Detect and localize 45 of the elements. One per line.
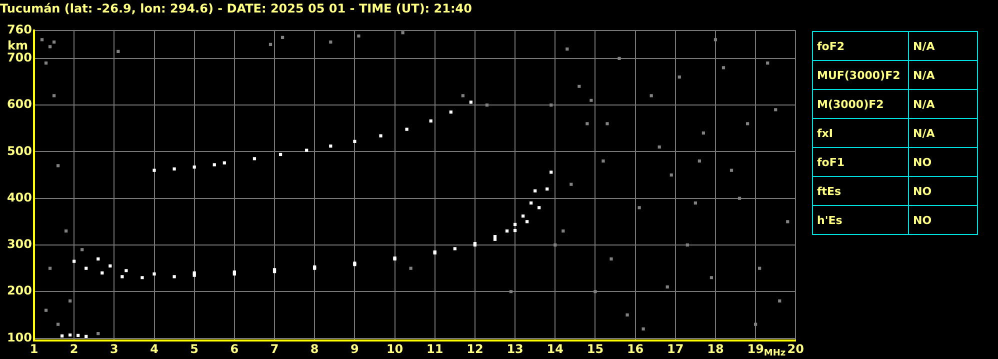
chart-title: Tucumán (lat: -26.9, lon: 294.6) - DATE: 2025 05 01 - TIME (UT): 21:40 <box>0 1 472 16</box>
text: foF1 <box>812 148 908 176</box>
x-tick-label: 10 <box>386 342 404 356</box>
text: h'Es <box>812 206 908 234</box>
x-tick-label: 3 <box>110 342 118 356</box>
x-tick-label: 12 <box>466 342 484 356</box>
text: M(3000)F2 <box>812 90 908 118</box>
x-tick-label: 16 <box>626 342 644 356</box>
x-tick-label: 2 <box>70 342 78 356</box>
text: MUF(3000)F2 <box>812 60 908 90</box>
text: N/A <box>908 118 978 148</box>
text: N/A <box>908 90 978 118</box>
x-tick-label: 20 <box>787 342 804 356</box>
y-axis-title: km <box>8 38 28 53</box>
x-tick-label: 14 <box>546 342 564 356</box>
x-axis-title: MHz <box>764 348 786 358</box>
text: N/A <box>908 32 978 60</box>
x-tick-label: 13 <box>506 342 524 356</box>
x-tick-label: 18 <box>707 342 724 356</box>
y-tick-label: 760 <box>6 22 32 37</box>
x-tick-label: 9 <box>350 342 359 356</box>
y-tick-label: 500 <box>6 144 32 158</box>
x-tick-label: 11 <box>426 342 444 356</box>
x-tick-label: 4 <box>150 342 158 356</box>
text: ftEs <box>812 176 908 206</box>
x-tick-label: 6 <box>230 342 239 356</box>
x-tick-label: 15 <box>586 342 604 356</box>
y-tick-label: 100 <box>6 330 32 344</box>
y-tick-label: 400 <box>6 190 32 204</box>
text: foF2 <box>812 32 908 60</box>
y-tick-label: 700 <box>6 50 32 65</box>
text: fxI <box>812 118 908 148</box>
text: NO <box>908 176 978 206</box>
text: NO <box>908 148 978 176</box>
x-tick-label: 19 <box>747 342 764 356</box>
x-tick-label: 1 <box>30 342 38 356</box>
y-tick-label: 200 <box>6 284 32 298</box>
text: N/A <box>908 60 978 90</box>
x-tick-label: 5 <box>190 342 199 356</box>
x-tick-label: 8 <box>310 342 319 356</box>
text: NO <box>908 206 978 234</box>
x-tick-label: 7 <box>270 342 279 356</box>
x-tick-label: 17 <box>667 342 684 356</box>
y-tick-label: 300 <box>6 237 32 252</box>
y-tick-label: 600 <box>6 97 32 112</box>
